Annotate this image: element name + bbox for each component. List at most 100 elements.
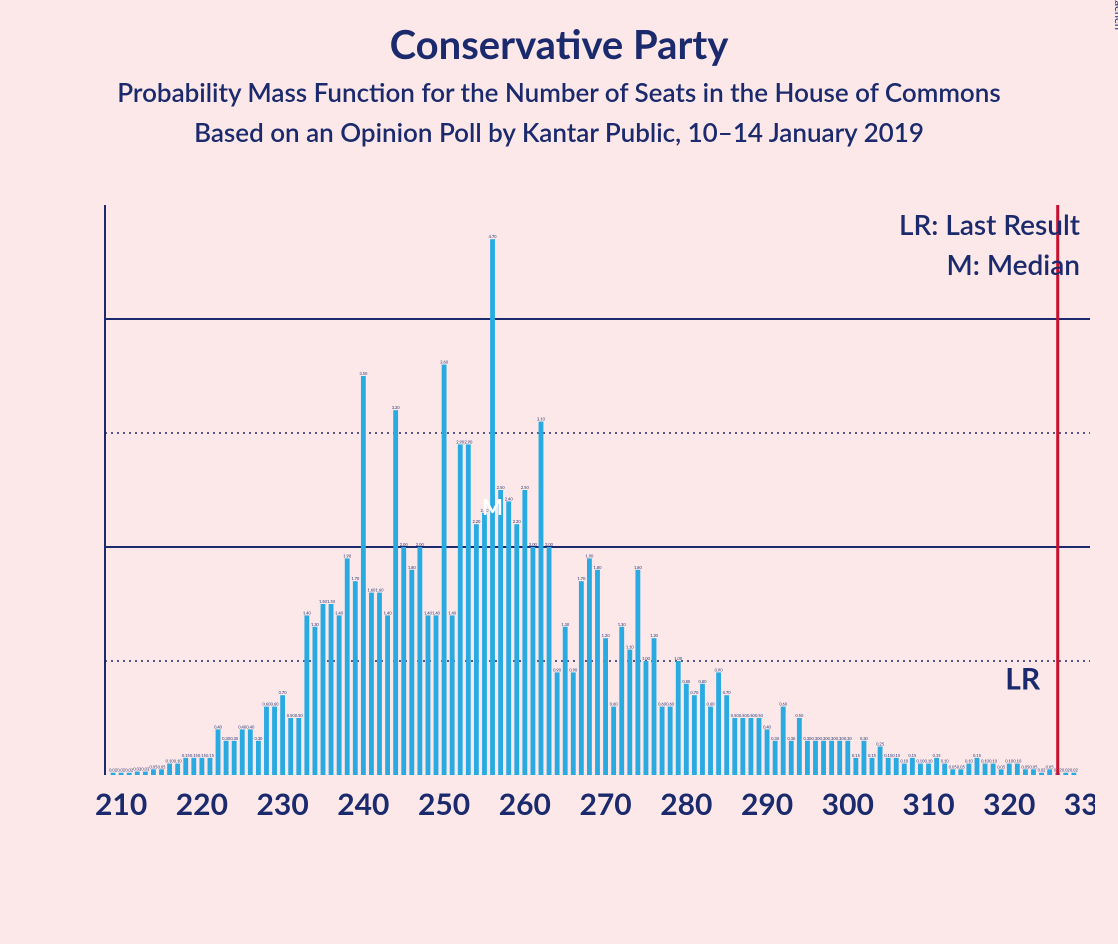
svg-text:0.15: 0.15 [908, 753, 917, 758]
svg-text:250: 250 [418, 786, 470, 822]
svg-text:0.50: 0.50 [795, 713, 804, 718]
svg-text:0.40: 0.40 [763, 724, 772, 729]
svg-text:240: 240 [337, 786, 389, 822]
svg-text:0.70: 0.70 [723, 690, 732, 695]
svg-text:1.80: 1.80 [634, 565, 643, 570]
svg-text:1.80: 1.80 [594, 565, 603, 570]
svg-text:0.10: 0.10 [925, 759, 934, 764]
svg-text:0.80: 0.80 [682, 679, 691, 684]
svg-text:210: 210 [95, 786, 147, 822]
svg-text:0.70: 0.70 [690, 690, 699, 695]
svg-text:3.20: 3.20 [392, 405, 401, 410]
svg-text:0.30: 0.30 [771, 736, 780, 741]
svg-text:0.05: 0.05 [957, 764, 966, 769]
svg-text:2.00: 2.00 [545, 542, 554, 547]
chart-title: Conservative Party [0, 20, 1118, 68]
svg-text:0.60: 0.60 [666, 702, 675, 707]
svg-text:1.60: 1.60 [376, 588, 385, 593]
svg-text:1.40: 1.40 [303, 610, 312, 615]
svg-text:2.40: 2.40 [505, 496, 514, 501]
svg-text:0.90: 0.90 [553, 667, 562, 672]
svg-text:0.10: 0.10 [965, 759, 974, 764]
svg-text:2.90: 2.90 [464, 439, 473, 444]
svg-text:2.00: 2.00 [400, 542, 409, 547]
svg-text:0.10: 0.10 [989, 759, 998, 764]
svg-text:0.50: 0.50 [295, 713, 304, 718]
svg-text:1.40: 1.40 [432, 610, 441, 615]
svg-text:330: 330 [1064, 786, 1095, 822]
svg-text:LR: LR [1005, 661, 1041, 697]
svg-text:0.02: 0.02 [1070, 768, 1079, 773]
svg-text:1.40: 1.40 [384, 610, 393, 615]
svg-text:0.50: 0.50 [755, 713, 764, 718]
svg-text:0.15: 0.15 [973, 753, 982, 758]
svg-text:1.70: 1.70 [577, 576, 586, 581]
pmf-chart: 2%4%0.020.020.020.030.030.050.050.100.10… [95, 205, 1095, 825]
svg-text:0.80: 0.80 [699, 679, 708, 684]
svg-text:0.30: 0.30 [787, 736, 796, 741]
svg-text:1.30: 1.30 [561, 622, 570, 627]
svg-text:1.30: 1.30 [618, 622, 627, 627]
chart-subtitle-1: Probability Mass Function for the Number… [0, 76, 1118, 108]
svg-text:260: 260 [499, 786, 551, 822]
svg-text:0.60: 0.60 [779, 702, 788, 707]
svg-text:2.20: 2.20 [513, 519, 522, 524]
svg-text:3.10: 3.10 [537, 417, 546, 422]
svg-text:0.10: 0.10 [941, 759, 950, 764]
svg-text:220: 220 [176, 786, 228, 822]
svg-text:1.80: 1.80 [408, 565, 417, 570]
copyright-text: © 2019 Filip van Laenen [1112, 0, 1118, 30]
svg-text:0.10: 0.10 [900, 759, 909, 764]
svg-text:M: M [482, 493, 503, 520]
svg-text:0.30: 0.30 [230, 736, 239, 741]
svg-text:300: 300 [822, 786, 874, 822]
svg-text:280: 280 [660, 786, 712, 822]
svg-text:320: 320 [983, 786, 1035, 822]
svg-text:1.10: 1.10 [626, 645, 635, 650]
svg-text:1.00: 1.00 [674, 656, 683, 661]
svg-text:0.25: 0.25 [876, 742, 885, 747]
chart-subtitle-2: Based on an Opinion Poll by Kantar Publi… [0, 116, 1118, 148]
svg-text:270: 270 [579, 786, 631, 822]
svg-text:0.15: 0.15 [206, 753, 215, 758]
svg-text:0.10: 0.10 [1013, 759, 1022, 764]
svg-text:0.90: 0.90 [569, 667, 578, 672]
svg-text:310: 310 [902, 786, 954, 822]
svg-text:0.05: 0.05 [158, 764, 167, 769]
svg-text:1.70: 1.70 [351, 576, 360, 581]
svg-text:LR: Last Result: LR: Last Result [899, 207, 1081, 241]
svg-text:0.40: 0.40 [246, 724, 255, 729]
svg-text:3.50: 3.50 [359, 371, 368, 376]
svg-text:0.60: 0.60 [707, 702, 716, 707]
svg-text:0.15: 0.15 [933, 753, 942, 758]
svg-text:1.90: 1.90 [585, 553, 594, 558]
svg-text:1.00: 1.00 [642, 656, 651, 661]
svg-text:0.10: 0.10 [174, 759, 183, 764]
svg-text:0.05: 0.05 [997, 764, 1006, 769]
svg-text:0.90: 0.90 [715, 667, 724, 672]
svg-text:290: 290 [741, 786, 793, 822]
svg-text:0.60: 0.60 [271, 702, 280, 707]
svg-text:0.60: 0.60 [610, 702, 619, 707]
svg-text:1.20: 1.20 [650, 633, 659, 638]
svg-text:2.20: 2.20 [472, 519, 481, 524]
svg-text:1.90: 1.90 [343, 553, 352, 558]
svg-text:1.50: 1.50 [327, 599, 336, 604]
svg-text:1.30: 1.30 [311, 622, 320, 627]
svg-text:0.30: 0.30 [254, 736, 263, 741]
svg-text:0.15: 0.15 [852, 753, 861, 758]
svg-text:0.15: 0.15 [868, 753, 877, 758]
svg-text:0.15: 0.15 [892, 753, 901, 758]
svg-text:2.00: 2.00 [529, 542, 538, 547]
svg-text:1.40: 1.40 [448, 610, 457, 615]
svg-text:0.30: 0.30 [860, 736, 869, 741]
svg-text:1.20: 1.20 [602, 633, 611, 638]
svg-text:2.50: 2.50 [521, 485, 530, 490]
svg-text:4.70: 4.70 [489, 234, 498, 239]
svg-text:1.40: 1.40 [335, 610, 344, 615]
svg-text:0.30: 0.30 [844, 736, 853, 741]
svg-text:M: Median: M: Median [947, 247, 1081, 281]
svg-text:2.00: 2.00 [416, 542, 425, 547]
svg-text:3.60: 3.60 [440, 360, 449, 365]
svg-text:0.70: 0.70 [279, 690, 288, 695]
